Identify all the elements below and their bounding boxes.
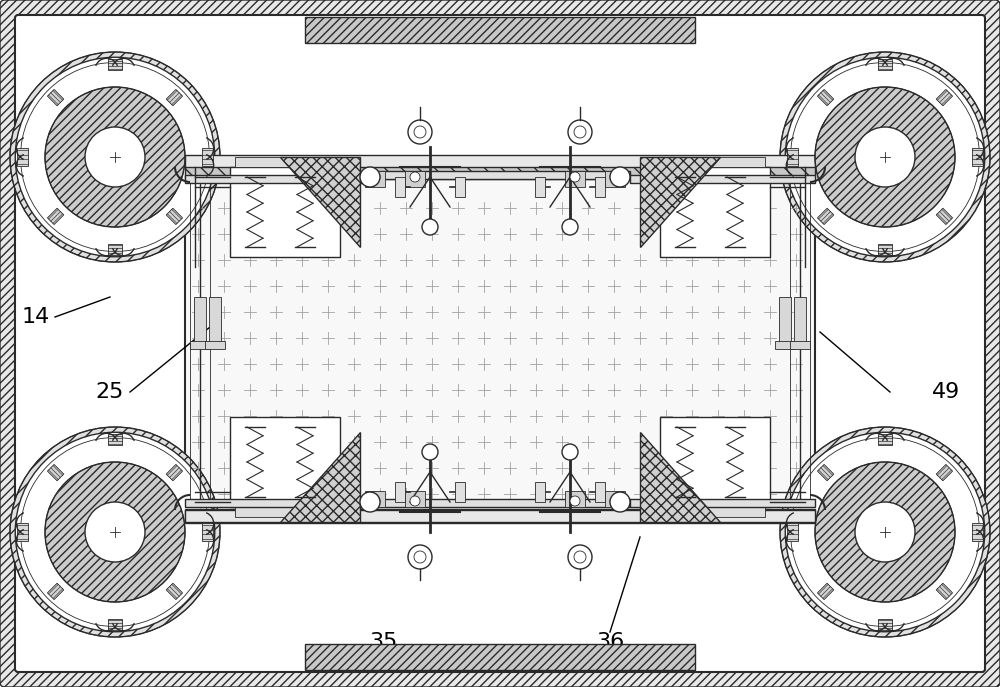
Bar [17,523,28,541]
Circle shape [20,438,210,627]
Circle shape [562,444,578,460]
Bar [455,177,465,197]
Bar [878,244,892,255]
Bar [405,491,425,507]
Circle shape [568,545,592,569]
Bar [202,148,213,166]
Circle shape [408,120,432,144]
Bar [166,464,183,481]
Circle shape [815,462,955,602]
Bar [936,583,953,600]
Bar [878,434,892,445]
Circle shape [610,496,620,506]
Bar [878,59,892,70]
Bar [630,499,815,507]
Text: 25: 25 [95,382,123,402]
Bar [972,148,983,166]
Bar [605,171,625,187]
Bar [665,507,765,517]
Circle shape [414,126,426,138]
Bar [47,89,64,106]
Bar [665,157,765,167]
Bar [395,177,405,197]
Bar [395,482,405,502]
Circle shape [562,219,578,235]
Bar [202,523,213,541]
Bar [194,297,206,347]
Text: 36: 36 [596,632,624,652]
Circle shape [45,462,185,602]
Bar [595,482,605,502]
Circle shape [785,57,985,257]
Bar [47,464,64,481]
Circle shape [790,63,980,251]
Bar [455,482,465,502]
Bar [660,417,770,507]
Bar [185,155,815,167]
Bar [565,171,585,187]
Bar [370,499,630,507]
Bar [47,583,64,600]
Circle shape [370,496,380,506]
Circle shape [45,87,185,227]
Bar [305,17,695,43]
Bar [595,177,605,197]
Bar [365,171,385,187]
Circle shape [780,427,990,637]
Bar [817,208,834,225]
Bar [108,619,122,630]
Bar [185,177,815,507]
Circle shape [414,551,426,563]
Circle shape [790,438,980,627]
Bar [565,491,585,507]
Bar [535,482,545,502]
Bar [166,89,183,106]
Bar [108,59,122,70]
Circle shape [370,172,380,182]
Bar [166,208,183,225]
Bar [817,89,834,106]
Bar [305,644,695,670]
Circle shape [610,172,620,182]
Bar [779,297,791,347]
Polygon shape [640,432,720,522]
Bar [817,464,834,481]
Bar [775,341,795,349]
Bar [185,175,370,183]
Bar [17,148,28,166]
Circle shape [20,63,210,251]
Bar [47,208,64,225]
Text: 49: 49 [932,382,960,402]
Circle shape [85,502,145,562]
Circle shape [410,172,420,182]
Circle shape [570,172,580,182]
Circle shape [574,126,586,138]
Bar [878,619,892,630]
Bar [787,148,798,166]
Circle shape [15,432,215,632]
Circle shape [85,127,145,187]
Circle shape [15,57,215,257]
Polygon shape [640,157,720,247]
Bar [787,523,798,541]
Bar [230,167,340,257]
Text: 14: 14 [22,307,50,327]
Bar [370,171,630,179]
Bar [605,491,625,507]
Circle shape [610,167,630,187]
Bar [190,341,210,349]
Polygon shape [280,157,360,247]
Circle shape [570,496,580,506]
Circle shape [855,502,915,562]
Bar [108,434,122,445]
Bar [405,171,425,187]
Bar [936,464,953,481]
Bar [790,341,810,349]
Bar [936,89,953,106]
Circle shape [855,127,915,187]
Bar [209,297,221,347]
Circle shape [10,52,220,262]
Bar [660,167,770,257]
Bar [205,341,225,349]
